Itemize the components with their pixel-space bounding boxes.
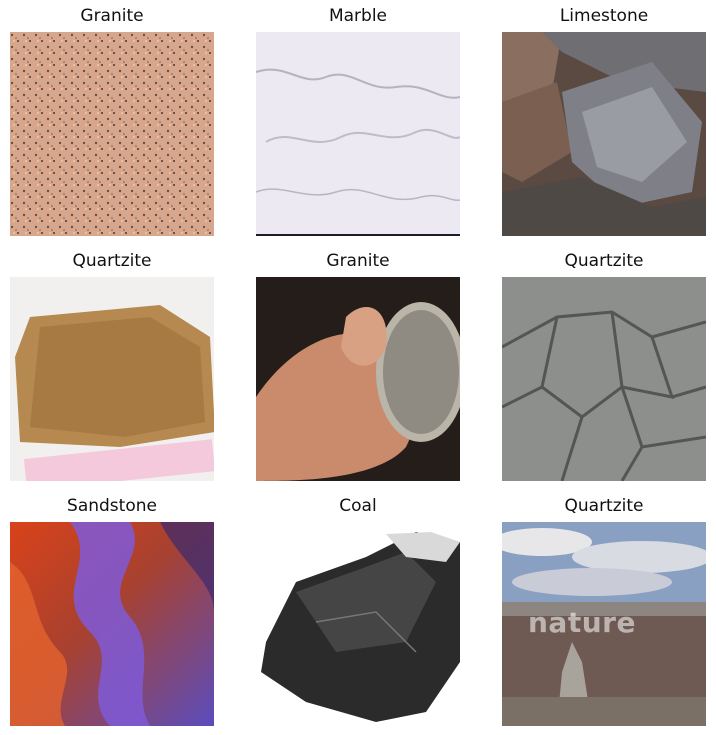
limestone-photo bbox=[502, 32, 706, 236]
quartzite-paving-photo bbox=[502, 277, 706, 481]
image-label: Quartzite bbox=[72, 251, 152, 271]
granite-photo bbox=[10, 32, 214, 236]
marble-photo bbox=[256, 32, 460, 236]
image-label: Quartzite bbox=[564, 496, 644, 516]
sandstone-canyon-photo bbox=[10, 522, 214, 726]
image-label: Granite bbox=[80, 6, 144, 26]
image-label: Quartzite bbox=[564, 251, 644, 271]
watermark-logo: nature bbox=[528, 606, 636, 639]
image-label: Marble bbox=[328, 6, 388, 26]
image-label: Sandstone bbox=[67, 496, 157, 516]
image-label: Granite bbox=[326, 251, 390, 271]
granite-in-hand-photo bbox=[256, 277, 460, 481]
coal-photo bbox=[256, 522, 460, 726]
quartzite-landscape-photo: nature bbox=[502, 522, 706, 726]
quartzite-rock-ruler-photo bbox=[10, 277, 214, 481]
image-label: Limestone bbox=[559, 6, 649, 26]
image-label: Coal bbox=[339, 496, 377, 516]
